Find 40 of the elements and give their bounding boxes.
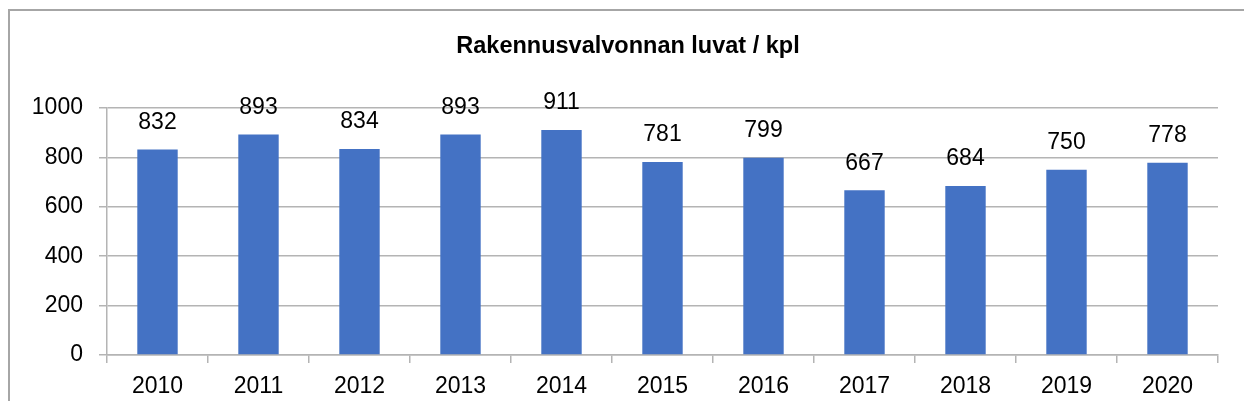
data-label: 781 — [643, 120, 682, 147]
data-label: 684 — [946, 144, 985, 171]
y-tick-label: 400 — [44, 241, 83, 268]
x-tick-label: 2017 — [838, 372, 891, 399]
bar — [743, 157, 784, 355]
bar — [339, 149, 380, 355]
data-label: 667 — [845, 148, 884, 175]
bar — [238, 134, 279, 355]
x-tick-label: 2011 — [233, 372, 284, 399]
data-label: 911 — [543, 88, 580, 115]
x-tick-label: 2018 — [939, 372, 992, 399]
chart-title: Rakennusvalvonnan luvat / kpl — [456, 32, 800, 59]
data-label: 832 — [138, 107, 177, 134]
bar — [440, 134, 481, 355]
x-tick-label: 2013 — [434, 372, 487, 399]
y-tick-label: 1000 — [31, 93, 83, 120]
y-tick-label: 200 — [44, 290, 83, 317]
x-tick-label: 2016 — [737, 372, 790, 399]
data-label: 834 — [340, 107, 379, 134]
x-tick-label: 2010 — [131, 372, 184, 399]
bar — [541, 129, 582, 355]
data-label: 893 — [441, 92, 480, 119]
bar — [945, 186, 986, 355]
bar — [1046, 169, 1087, 355]
bar — [844, 190, 885, 355]
x-tick-label: 2020 — [1141, 372, 1194, 399]
y-tick-label: 800 — [44, 142, 83, 169]
data-label: 750 — [1047, 128, 1086, 155]
x-tick-label: 2014 — [535, 372, 588, 399]
x-tick-label: 2015 — [636, 372, 689, 399]
data-label: 893 — [239, 92, 278, 119]
x-tick-label: 2019 — [1040, 372, 1093, 399]
data-label: 799 — [744, 115, 783, 142]
bar — [1147, 162, 1188, 355]
y-tick-label: 600 — [44, 192, 83, 219]
x-tick-label: 2012 — [333, 372, 386, 399]
bar — [642, 162, 683, 355]
data-label: 778 — [1148, 121, 1187, 148]
y-tick-label: 0 — [70, 340, 83, 367]
bar — [137, 149, 178, 355]
